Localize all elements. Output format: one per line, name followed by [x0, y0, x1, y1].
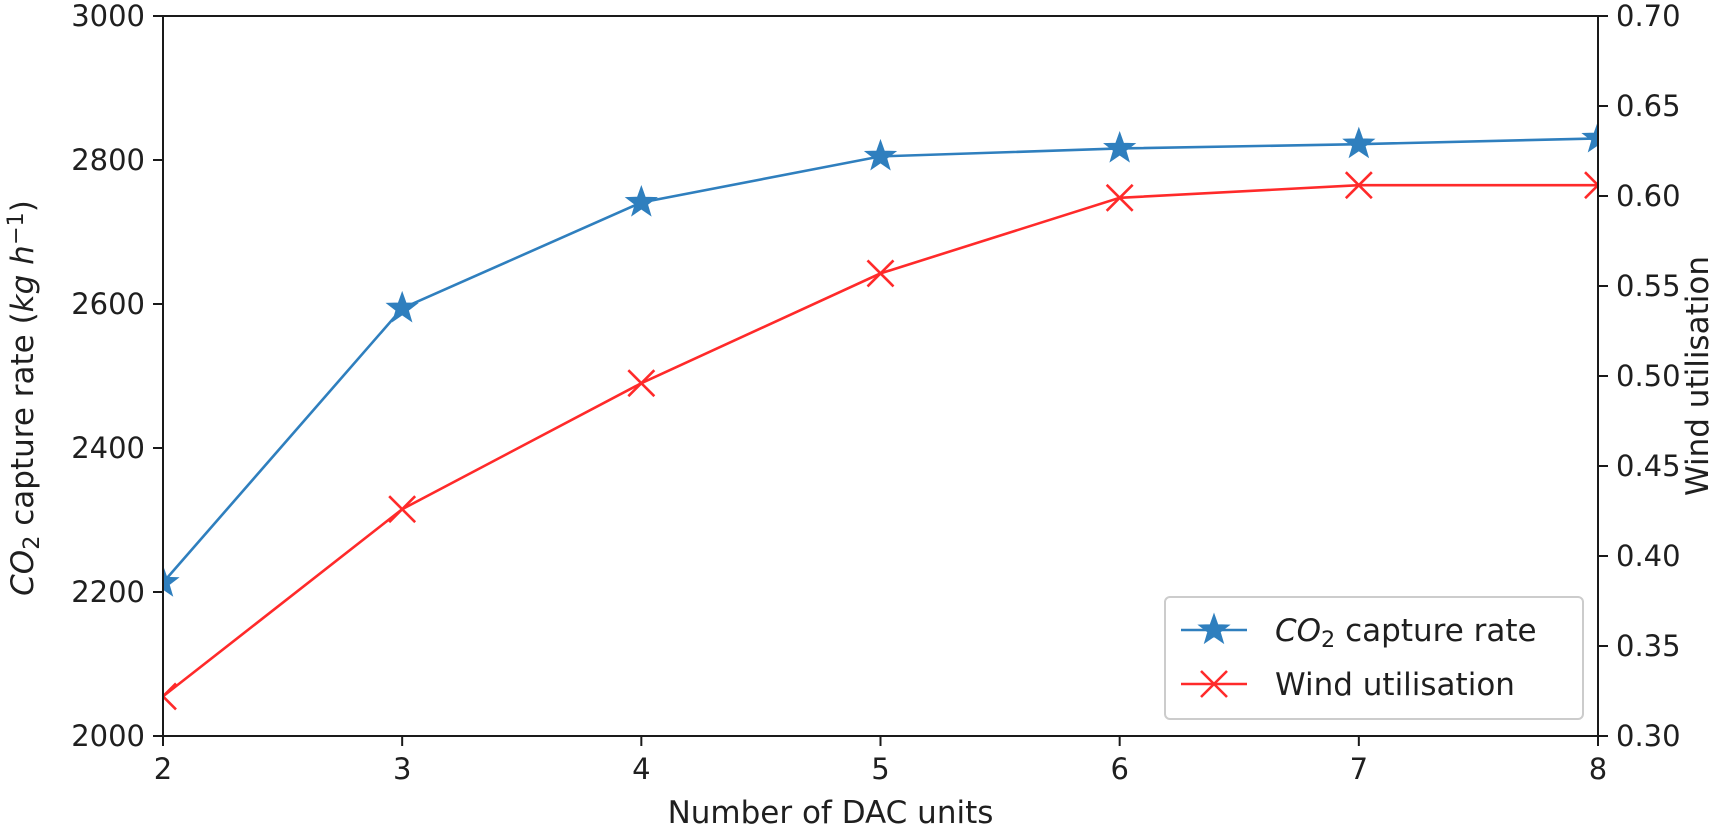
x-stroke — [866, 259, 895, 288]
right-tick-label: 0.35 — [1616, 629, 1681, 663]
left-y-axis-label: CO2 capture rate (kg h−1) — [3, 200, 44, 596]
text-part: ) — [5, 200, 41, 212]
text-part: CO — [1275, 613, 1321, 649]
right-tick-label: 0.60 — [1616, 179, 1681, 213]
right-y-axis: 0.30 0.35 0.40 0.45 0.50 0.55 0.60 0.65 0.70 Wind… — [1598, 0, 1716, 753]
x-tick-label: 3 — [393, 752, 411, 786]
left-tick-label: 2400 — [71, 431, 145, 465]
legend-item: Wind utilisation — [1181, 667, 1515, 703]
data-point — [1581, 120, 1598, 153]
data-point — [388, 495, 417, 524]
right-tick-label: 0.50 — [1616, 359, 1681, 393]
data-point — [624, 184, 658, 217]
x-stroke — [163, 694, 177, 711]
legend: CO2 capture rate Wind utilisation — [1164, 596, 1584, 720]
x-tick-label: 6 — [1110, 752, 1128, 786]
left-tick-label: 3000 — [71, 0, 145, 33]
data-point — [1342, 126, 1376, 159]
x-stroke — [388, 495, 417, 524]
left-tick-label: 2000 — [71, 719, 145, 753]
x-stroke — [1584, 171, 1598, 188]
text-part: 2 — [1321, 627, 1335, 653]
x-stroke — [627, 369, 656, 398]
text-part: 2 — [19, 536, 45, 550]
right-tick-label: 0.40 — [1616, 539, 1681, 573]
right-tick-label: 0.55 — [1616, 269, 1681, 303]
data-point — [385, 290, 419, 323]
series-line — [163, 137, 1598, 584]
series-wind-utilisation — [163, 171, 1598, 711]
legend-marker — [1200, 670, 1228, 698]
x-tick-label: 8 — [1589, 752, 1607, 786]
data-point — [1344, 171, 1373, 200]
data-point — [627, 369, 656, 398]
x-tick-label: 7 — [1350, 752, 1368, 786]
data-point — [866, 259, 895, 288]
data-point — [1103, 130, 1137, 163]
text-part: capture rate — [1335, 613, 1536, 649]
right-tick-label: 0.30 — [1616, 719, 1681, 753]
left-y-axis: 2000 2200 2400 2600 2800 3000 CO2 capture rate… — [3, 0, 163, 753]
right-tick-label: 0.70 — [1616, 0, 1681, 33]
x-stroke — [1584, 183, 1598, 200]
x-axis-label: Number of DAC units — [668, 795, 994, 829]
data-point — [863, 138, 898, 171]
x-stroke — [1200, 670, 1228, 698]
text-part: kg h — [5, 245, 41, 312]
left-tick-label: 2200 — [71, 575, 145, 609]
x-tick-label: 2 — [154, 752, 172, 786]
x-stroke — [1105, 183, 1134, 212]
series-group — [163, 120, 1598, 711]
right-y-axis-label: Wind utilisation — [1680, 256, 1716, 496]
legend-label: Wind utilisation — [1275, 667, 1515, 703]
text-part: −1 — [3, 212, 29, 245]
right-tick-label: 0.45 — [1616, 449, 1681, 483]
left-tick-label: 2800 — [71, 143, 145, 177]
x-stroke — [1344, 171, 1373, 200]
text-part: capture rate ( — [5, 312, 41, 535]
data-point — [1584, 171, 1598, 200]
legend-box — [1164, 596, 1584, 720]
x-tick-label: 5 — [871, 752, 889, 786]
left-tick-label: 2600 — [71, 287, 145, 321]
plot-area: 2 3 4 5 6 7 8 Number of DAC units 2000 2200 2400 26… — [3, 0, 1716, 829]
x-stroke — [163, 682, 177, 699]
series-co2-capture-rate — [163, 120, 1598, 597]
data-point — [163, 682, 177, 711]
legend-marker — [1197, 612, 1231, 645]
data-point — [163, 565, 180, 597]
x-tick-label: 4 — [632, 752, 650, 786]
legend-item: CO2 capture rate — [1181, 612, 1537, 653]
data-point — [1105, 183, 1134, 212]
legend-label: CO2 capture rate — [1275, 613, 1537, 653]
text-part: CO — [5, 550, 41, 596]
x-axis: 2 3 4 5 6 7 8 Number of DAC units — [154, 736, 1607, 829]
right-tick-label: 0.65 — [1616, 89, 1681, 123]
